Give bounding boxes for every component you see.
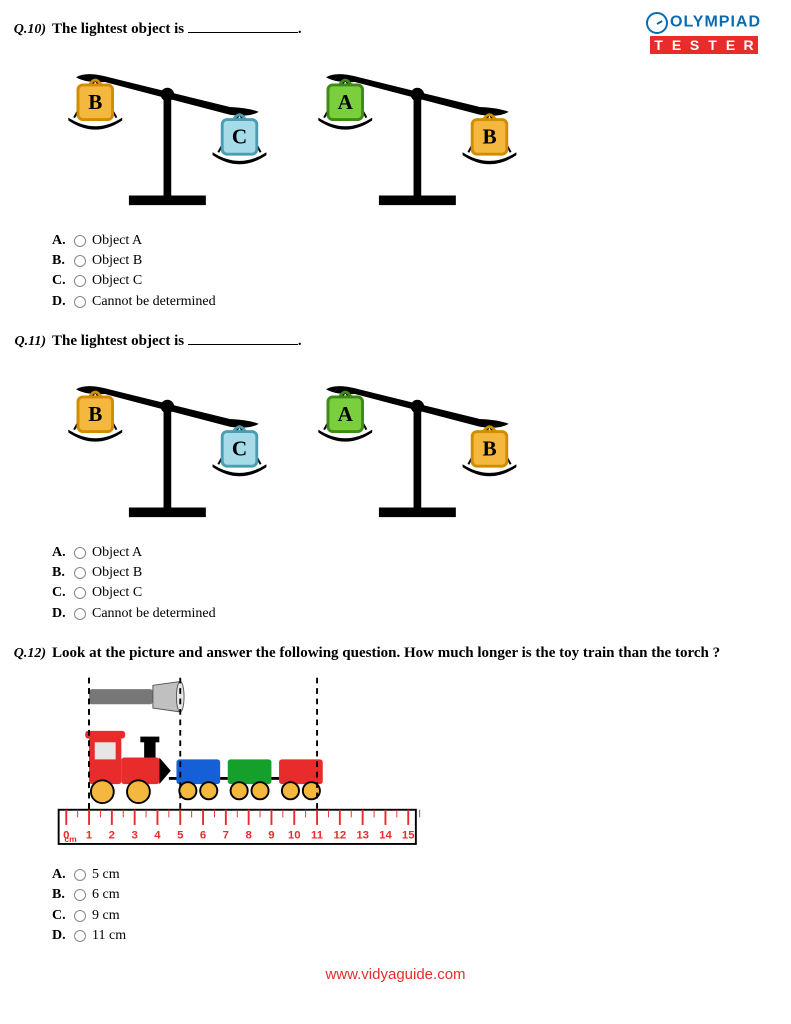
option-b[interactable]: B.Object B	[52, 565, 749, 581]
radio-icon[interactable]	[74, 889, 86, 901]
svg-text:B: B	[88, 90, 102, 114]
option-a[interactable]: A.Object A	[52, 233, 749, 249]
question-number: Q.10)	[0, 22, 46, 38]
svg-text:12: 12	[334, 829, 347, 841]
option-d[interactable]: D.Cannot be determined	[52, 606, 749, 622]
question-number: Q.12)	[0, 646, 46, 662]
svg-text:B: B	[88, 402, 102, 426]
radio-icon[interactable]	[74, 930, 86, 942]
svg-text:cm: cm	[64, 834, 77, 844]
radio-icon[interactable]	[74, 587, 86, 599]
svg-text:6: 6	[200, 829, 206, 841]
radio-icon[interactable]	[74, 255, 86, 267]
svg-text:C: C	[232, 436, 247, 460]
question-12: Q.12) Look at the picture and answer the…	[42, 644, 749, 944]
svg-text:B: B	[482, 125, 496, 149]
option-c[interactable]: C.9 cm	[52, 908, 749, 924]
svg-text:4: 4	[154, 829, 161, 841]
question-image: B C A B	[52, 48, 749, 223]
ruler-train-icon: 0123456789101112131415cm	[52, 672, 432, 853]
radio-icon[interactable]	[74, 567, 86, 579]
svg-text:10: 10	[288, 829, 301, 841]
svg-text:7: 7	[223, 829, 229, 841]
question-11: Q.11) The lightest object is . BCAB A.Ob…	[42, 332, 749, 622]
option-b[interactable]: B.6 cm	[52, 887, 749, 903]
radio-icon[interactable]	[74, 275, 86, 287]
svg-text:A: A	[338, 90, 354, 114]
options-list: A.Object A B.Object B C.Object C D.Canno…	[52, 545, 749, 622]
question-image: B C A B	[52, 360, 749, 535]
svg-text:14: 14	[379, 829, 392, 841]
radio-icon[interactable]	[74, 869, 86, 881]
question-image: 0123456789101112131415cm	[52, 672, 749, 858]
radio-icon[interactable]	[74, 235, 86, 247]
svg-text:5: 5	[177, 829, 184, 841]
option-c[interactable]: C.Object C	[52, 585, 749, 601]
svg-text:15: 15	[402, 829, 415, 841]
svg-text:A: A	[338, 402, 354, 426]
blank-line	[188, 332, 298, 345]
question-text: Look at the picture and answer the follo…	[52, 645, 720, 661]
svg-text:9: 9	[268, 829, 274, 841]
radio-icon[interactable]	[74, 547, 86, 559]
radio-icon[interactable]	[74, 910, 86, 922]
svg-text:11: 11	[311, 829, 324, 841]
balance-scales-icon: B C A B	[52, 360, 552, 530]
option-a[interactable]: A.Object A	[52, 545, 749, 561]
svg-text:B: B	[482, 436, 496, 460]
svg-text:2: 2	[109, 829, 115, 841]
question-10: Q.10) The lightest object is . BCAB A.Ob…	[42, 20, 749, 310]
svg-text:13: 13	[356, 829, 369, 841]
option-b[interactable]: B.Object B	[52, 253, 749, 269]
question-text: The lightest object is .	[52, 21, 302, 37]
svg-text:1: 1	[86, 829, 93, 841]
option-d[interactable]: D.Cannot be determined	[52, 294, 749, 310]
option-d[interactable]: D.11 cm	[52, 928, 749, 944]
radio-icon[interactable]	[74, 608, 86, 620]
balance-scales-icon: B C A B	[52, 48, 552, 218]
options-list: A.5 cm B.6 cm C.9 cm D.11 cm	[52, 867, 749, 944]
svg-text:3: 3	[131, 829, 137, 841]
blank-line	[188, 20, 298, 33]
question-text: The lightest object is .	[52, 333, 302, 349]
option-c[interactable]: C.Object C	[52, 273, 749, 289]
footer-link[interactable]: www.vidyaguide.com	[42, 966, 749, 983]
svg-text:8: 8	[245, 829, 251, 841]
radio-icon[interactable]	[74, 296, 86, 308]
option-a[interactable]: A.5 cm	[52, 867, 749, 883]
question-number: Q.11)	[0, 334, 46, 350]
options-list: A.Object A B.Object B C.Object C D.Canno…	[52, 233, 749, 310]
svg-text:C: C	[232, 125, 247, 149]
